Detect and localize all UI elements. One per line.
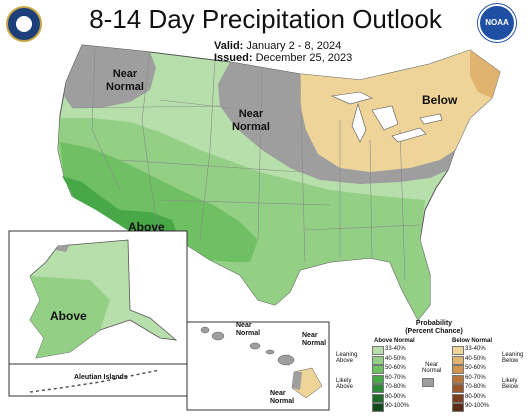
- legend-above-bin-label-2: 50-60%: [385, 365, 406, 371]
- legend-likely-above: Likely Above: [336, 378, 354, 390]
- below-40-maine: [470, 50, 500, 98]
- region-label-near-normal-central: Near Normal: [232, 108, 270, 133]
- great-lakes: [330, 91, 443, 143]
- region-label-above-sw: Above: [128, 220, 165, 234]
- legend-above-swatch-2: [372, 365, 384, 374]
- legend-near-label: Near Normal: [422, 362, 442, 374]
- legend-below-swatch-4: [452, 384, 464, 393]
- near-normal-northwest: [64, 45, 156, 108]
- legend-below-swatch-3: [452, 374, 464, 384]
- region-label-aleutian: Aleutian Islands: [74, 374, 128, 381]
- noaa-logo-text: NOAA: [485, 18, 509, 27]
- legend-above-swatch-0: [372, 346, 384, 355]
- issued-label: Issued:: [214, 52, 253, 64]
- legend-likely-below: Likely Below: [502, 378, 519, 390]
- legend-above-swatch-4: [372, 384, 384, 393]
- legend-below-bin-label-5: 80-90%: [465, 393, 486, 400]
- legend-above-header: Above Normal: [374, 338, 415, 344]
- alaska-inset: [8, 230, 188, 397]
- hawaii-label-3: Near Normal: [270, 390, 295, 405]
- page-title: 8-14 Day Precipitation Outlook: [89, 4, 442, 34]
- issued-date: Issued: December 25, 2023: [214, 52, 352, 64]
- legend-leaning-below: Leaning Below: [502, 352, 524, 364]
- legend-below-swatch-2: [452, 365, 464, 374]
- hawaii-label-1: Near Normal: [236, 322, 261, 337]
- legend-leaning-above: Leaning Above: [336, 352, 358, 364]
- legend-below-swatch-6: [452, 403, 464, 412]
- legend-above-swatch-3: [372, 374, 384, 384]
- region-label-near-normal-nw: Near Normal: [106, 68, 144, 93]
- legend-below-bin-label-1: 40-50%: [465, 355, 486, 362]
- legend-below-bin-label-0: 33-40%: [465, 346, 486, 352]
- legend-above-bin-label-6: 90-100%: [385, 403, 410, 409]
- hawaii-inset: [186, 321, 330, 411]
- legend-title: Probability (Percent Chance): [405, 320, 463, 335]
- hawaii-label-2: Near Normal: [302, 332, 327, 347]
- legend-below-bin-label-2: 50-60%: [465, 365, 486, 371]
- legend-below-swatch-0: [452, 346, 464, 355]
- below-normal-northeast: [300, 50, 500, 172]
- legend-below-bin-label-3: 60-70%: [465, 374, 486, 381]
- legend-above-bin-label-4: 70-80%: [385, 384, 406, 390]
- region-label-below-ne: Below: [422, 93, 458, 107]
- commerce-seal-icon: [6, 6, 42, 42]
- issued-value: December 25, 2023: [255, 52, 353, 64]
- alaska-above-40: [30, 276, 110, 358]
- legend-above-bin-label-0: 33-40%: [385, 346, 406, 352]
- valid-value: January 2 - 8, 2024: [246, 40, 342, 52]
- legend-below-bin-label-6: 90-100%: [465, 403, 490, 409]
- legend: Probability (Percent Chance) Above Norma…: [334, 320, 530, 416]
- above-50-band: [60, 142, 258, 262]
- legend-below-swatch-5: [452, 393, 464, 403]
- aleutian-chain: [29, 369, 161, 393]
- above-60-southwest: [62, 176, 178, 244]
- above-40-band: [58, 118, 430, 320]
- state-boundaries: [71, 47, 421, 281]
- legend-above-bin-label-3: 60-70%: [385, 374, 406, 381]
- legend-below-swatch-1: [452, 355, 464, 365]
- alaska-near-normal: [56, 244, 70, 252]
- legend-below-bin-label-4: 70-80%: [465, 384, 486, 390]
- legend-above-swatch-1: [372, 355, 384, 365]
- legend-above-swatch-6: [372, 403, 384, 412]
- valid-label: Valid:: [214, 40, 244, 52]
- legend-above-bin-label-1: 40-50%: [385, 355, 406, 362]
- valid-dates: Valid: January 2 - 8, 2024: [214, 40, 341, 52]
- region-label-above-ak: Above: [50, 309, 87, 323]
- legend-below-header: Below Normal: [452, 338, 493, 344]
- legend-above-swatch-5: [372, 393, 384, 403]
- legend-near-swatch: [422, 378, 434, 387]
- noaa-logo-icon: NOAA: [478, 4, 516, 42]
- legend-above-bin-label-5: 80-90%: [385, 393, 406, 400]
